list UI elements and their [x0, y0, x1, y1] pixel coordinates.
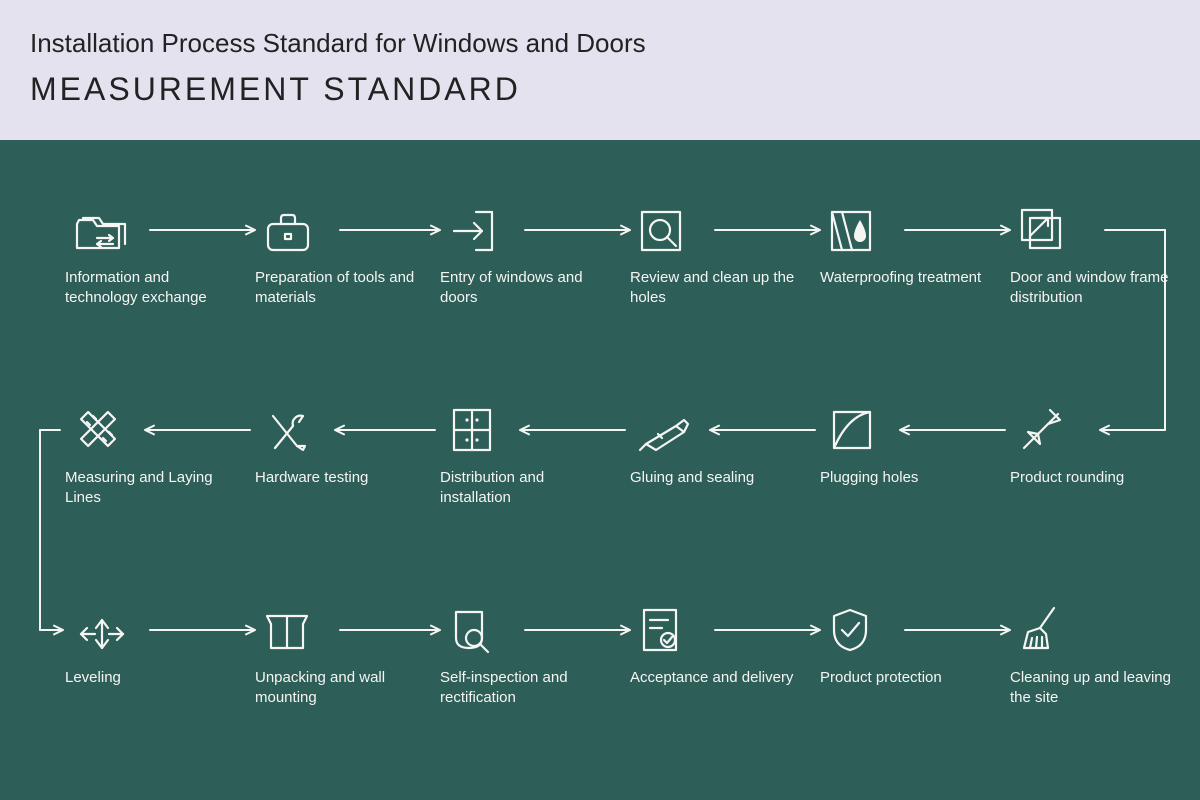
step-s3: Entry of windows and doors: [440, 200, 605, 309]
step-s1: Information and technology exchange: [65, 200, 230, 309]
step-label: Plugging holes: [820, 468, 985, 488]
step-label: Cleaning up and leaving the site: [1010, 668, 1175, 709]
header: Installation Process Standard for Window…: [0, 0, 1200, 140]
step-label: Entry of windows and doors: [440, 268, 605, 309]
broom-icon: [1010, 600, 1175, 654]
step-s14: Unpacking and wall mounting: [255, 600, 420, 709]
step-s6: Door and window frame distribution: [1010, 200, 1175, 309]
step-label: Review and clean up the holes: [630, 268, 795, 309]
header-title-1: Installation Process Standard for Window…: [30, 28, 1170, 59]
step-s11: Hardware testing: [255, 400, 420, 488]
cabinet-icon: [440, 400, 605, 454]
pushpin-icon: [1010, 400, 1175, 454]
tools-icon: [255, 400, 420, 454]
step-label: Self-inspection and rectification: [440, 668, 605, 709]
step-label: Hardware testing: [255, 468, 420, 488]
unpack-icon: [255, 600, 420, 654]
entry-icon: [440, 200, 605, 254]
process-flow-diagram: Information and technology exchange Prepa…: [0, 140, 1200, 800]
caulk-icon: [630, 400, 795, 454]
step-label: Distribution and installation: [440, 468, 605, 509]
step-label: Product rounding: [1010, 468, 1175, 488]
step-label: Preparation of tools and materials: [255, 268, 420, 309]
header-title-2: MEASUREMENT STANDARD: [30, 71, 1170, 108]
step-s12: Measuring and Laying Lines: [65, 400, 230, 509]
step-s4: Review and clean up the holes: [630, 200, 795, 309]
trowel-icon: [820, 400, 985, 454]
step-s15: Self-inspection and rectification: [440, 600, 605, 709]
step-label: Product protection: [820, 668, 985, 688]
checklist-icon: [630, 600, 795, 654]
step-s5: Waterproofing treatment: [820, 200, 985, 288]
level-icon: [65, 600, 230, 654]
inspect-icon: [440, 600, 605, 654]
waterproof-icon: [820, 200, 985, 254]
step-label: Waterproofing treatment: [820, 268, 985, 288]
step-s13: Leveling: [65, 600, 230, 688]
step-label: Information and technology exchange: [65, 268, 230, 309]
step-label: Acceptance and delivery: [630, 668, 795, 688]
frame-out-icon: [1010, 200, 1175, 254]
step-s10: Distribution and installation: [440, 400, 605, 509]
rulers-icon: [65, 400, 230, 454]
step-label: Door and window frame distribution: [1010, 268, 1175, 309]
briefcase-icon: [255, 200, 420, 254]
step-s16: Acceptance and delivery: [630, 600, 795, 688]
step-s18: Cleaning up and leaving the site: [1010, 600, 1175, 709]
step-s9: Gluing and sealing: [630, 400, 795, 488]
magnify-square-icon: [630, 200, 795, 254]
step-s2: Preparation of tools and materials: [255, 200, 420, 309]
shield-icon: [820, 600, 985, 654]
step-s8: Plugging holes: [820, 400, 985, 488]
step-s17: Product protection: [820, 600, 985, 688]
step-label: Measuring and Laying Lines: [65, 468, 230, 509]
step-s7: Product rounding: [1010, 400, 1175, 488]
step-label: Gluing and sealing: [630, 468, 795, 488]
step-label: Unpacking and wall mounting: [255, 668, 420, 709]
step-label: Leveling: [65, 668, 230, 688]
folder-icon: [65, 200, 230, 254]
